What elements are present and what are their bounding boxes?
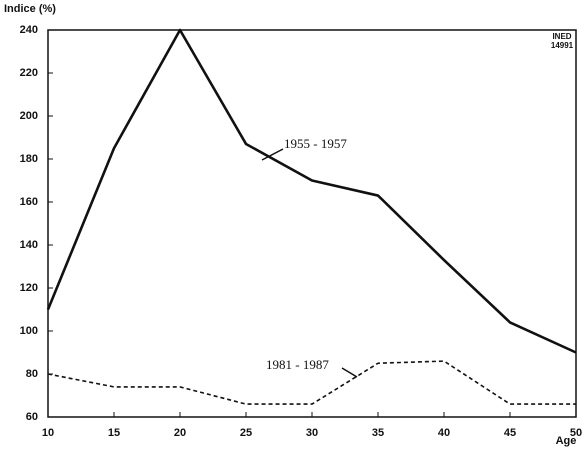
y-tick-label: 240	[20, 24, 38, 36]
x-tick-label: 10	[42, 427, 54, 439]
label-arrow	[342, 368, 357, 377]
y-tick-label: 80	[26, 368, 38, 380]
y-tick-label: 60	[26, 411, 38, 423]
x-tick-label: 45	[504, 427, 516, 439]
y-tick-label: 140	[20, 239, 38, 251]
source: 14991	[551, 41, 574, 50]
y-axis-label: Indice (%)	[4, 3, 56, 15]
series-line	[48, 30, 576, 353]
series-label: 1981 - 1987	[266, 357, 329, 372]
x-tick-label: 40	[438, 427, 450, 439]
series-label: 1955 - 1957	[284, 136, 347, 151]
x-tick-label: 25	[240, 427, 252, 439]
x-tick-label: 30	[306, 427, 318, 439]
chart: Indice (%) Age INED 14991 60801001201401…	[0, 0, 585, 449]
y-tick-label: 180	[20, 153, 38, 165]
y-tick-label: 200	[20, 110, 38, 122]
y-tick-label: 100	[20, 325, 38, 337]
x-tick-label: 15	[108, 427, 120, 439]
source: INED	[552, 32, 571, 41]
y-tick-label: 120	[20, 282, 38, 294]
x-tick-label: 50	[570, 427, 582, 439]
x-tick-label: 20	[174, 427, 186, 439]
x-tick-label: 35	[372, 427, 384, 439]
y-tick-label: 160	[20, 196, 38, 208]
y-tick-label: 220	[20, 67, 38, 79]
